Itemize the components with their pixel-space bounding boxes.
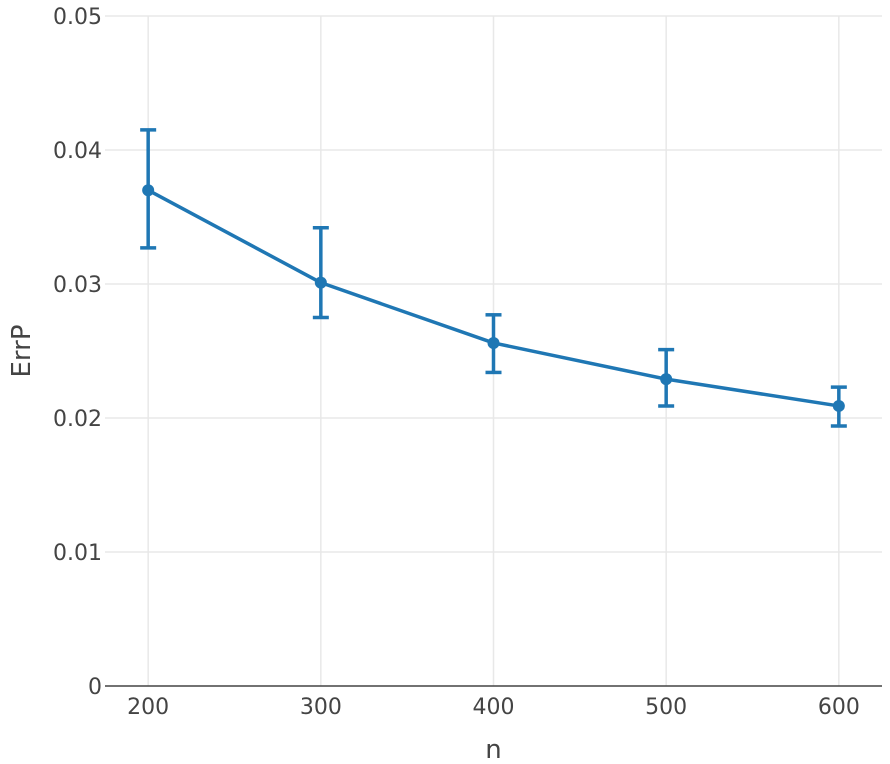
data-point — [832, 399, 845, 412]
x-tick-label: 300 — [300, 695, 342, 720]
data-point — [142, 184, 155, 197]
series — [140, 128, 847, 428]
y-tick-label: 0.03 — [53, 273, 102, 298]
y-tick-label: 0.01 — [53, 541, 102, 566]
x-axis-title: n — [485, 735, 501, 764]
gridlines — [105, 15, 882, 686]
x-tick-label: 500 — [645, 695, 687, 720]
x-tick-label: 600 — [818, 695, 860, 720]
y-tick-label: 0.02 — [53, 407, 102, 432]
y-tick-label: 0.04 — [53, 139, 102, 164]
data-point — [314, 276, 327, 289]
y-tick-label: 0.05 — [53, 5, 102, 30]
data-point — [487, 336, 500, 349]
x-tick-label: 400 — [473, 695, 515, 720]
data-point — [660, 373, 673, 386]
y-tick-label: 0 — [88, 675, 102, 700]
y-axis-title: ErrP — [7, 324, 37, 377]
x-tick-label: 200 — [127, 695, 169, 720]
tick-labels: 200 300 400 500 600 0 0.01 0.02 0.03 0.04 0.05 — [53, 5, 860, 720]
